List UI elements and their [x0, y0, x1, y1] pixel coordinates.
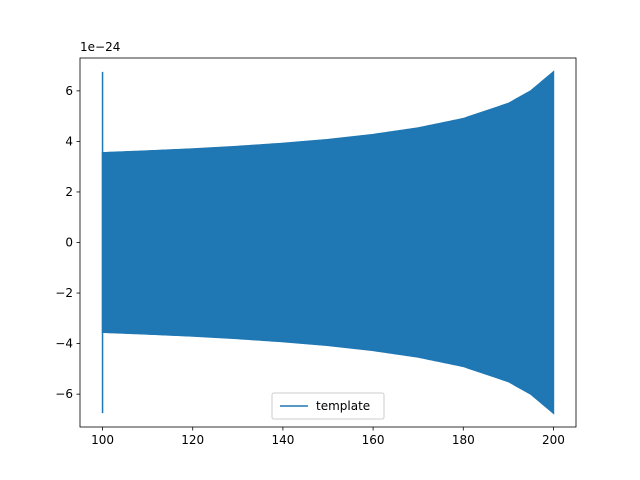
y-tick-label: 2 [65, 185, 73, 199]
plot-area [101, 70, 555, 415]
legend: template [271, 392, 385, 420]
y-tick-label: −2 [55, 286, 73, 300]
axes-frame [79, 57, 577, 428]
x-tick-label: 180 [452, 433, 475, 447]
y-axis-ticks: −6 −4 −2 0 2 4 6 [55, 84, 80, 401]
x-axis-ticks: 100 120 140 160 180 200 [91, 427, 565, 447]
x-tick-label: 140 [271, 433, 294, 447]
y-tick-label: 6 [65, 84, 73, 98]
x-tick-label: 120 [181, 433, 204, 447]
x-tick-label: 100 [91, 433, 114, 447]
legend-label-template: template [316, 399, 370, 413]
y-tick-label: 4 [65, 134, 73, 148]
y-tick-label: −6 [55, 387, 73, 401]
legend-box [271, 392, 385, 420]
y-tick-label: −4 [55, 337, 73, 351]
x-tick-label: 160 [362, 433, 385, 447]
x-tick-label: 200 [542, 433, 565, 447]
series-template-envelope [101, 70, 555, 415]
y-axis-offset-label: 1e−24 [80, 40, 120, 54]
y-tick-label: 0 [65, 236, 73, 250]
